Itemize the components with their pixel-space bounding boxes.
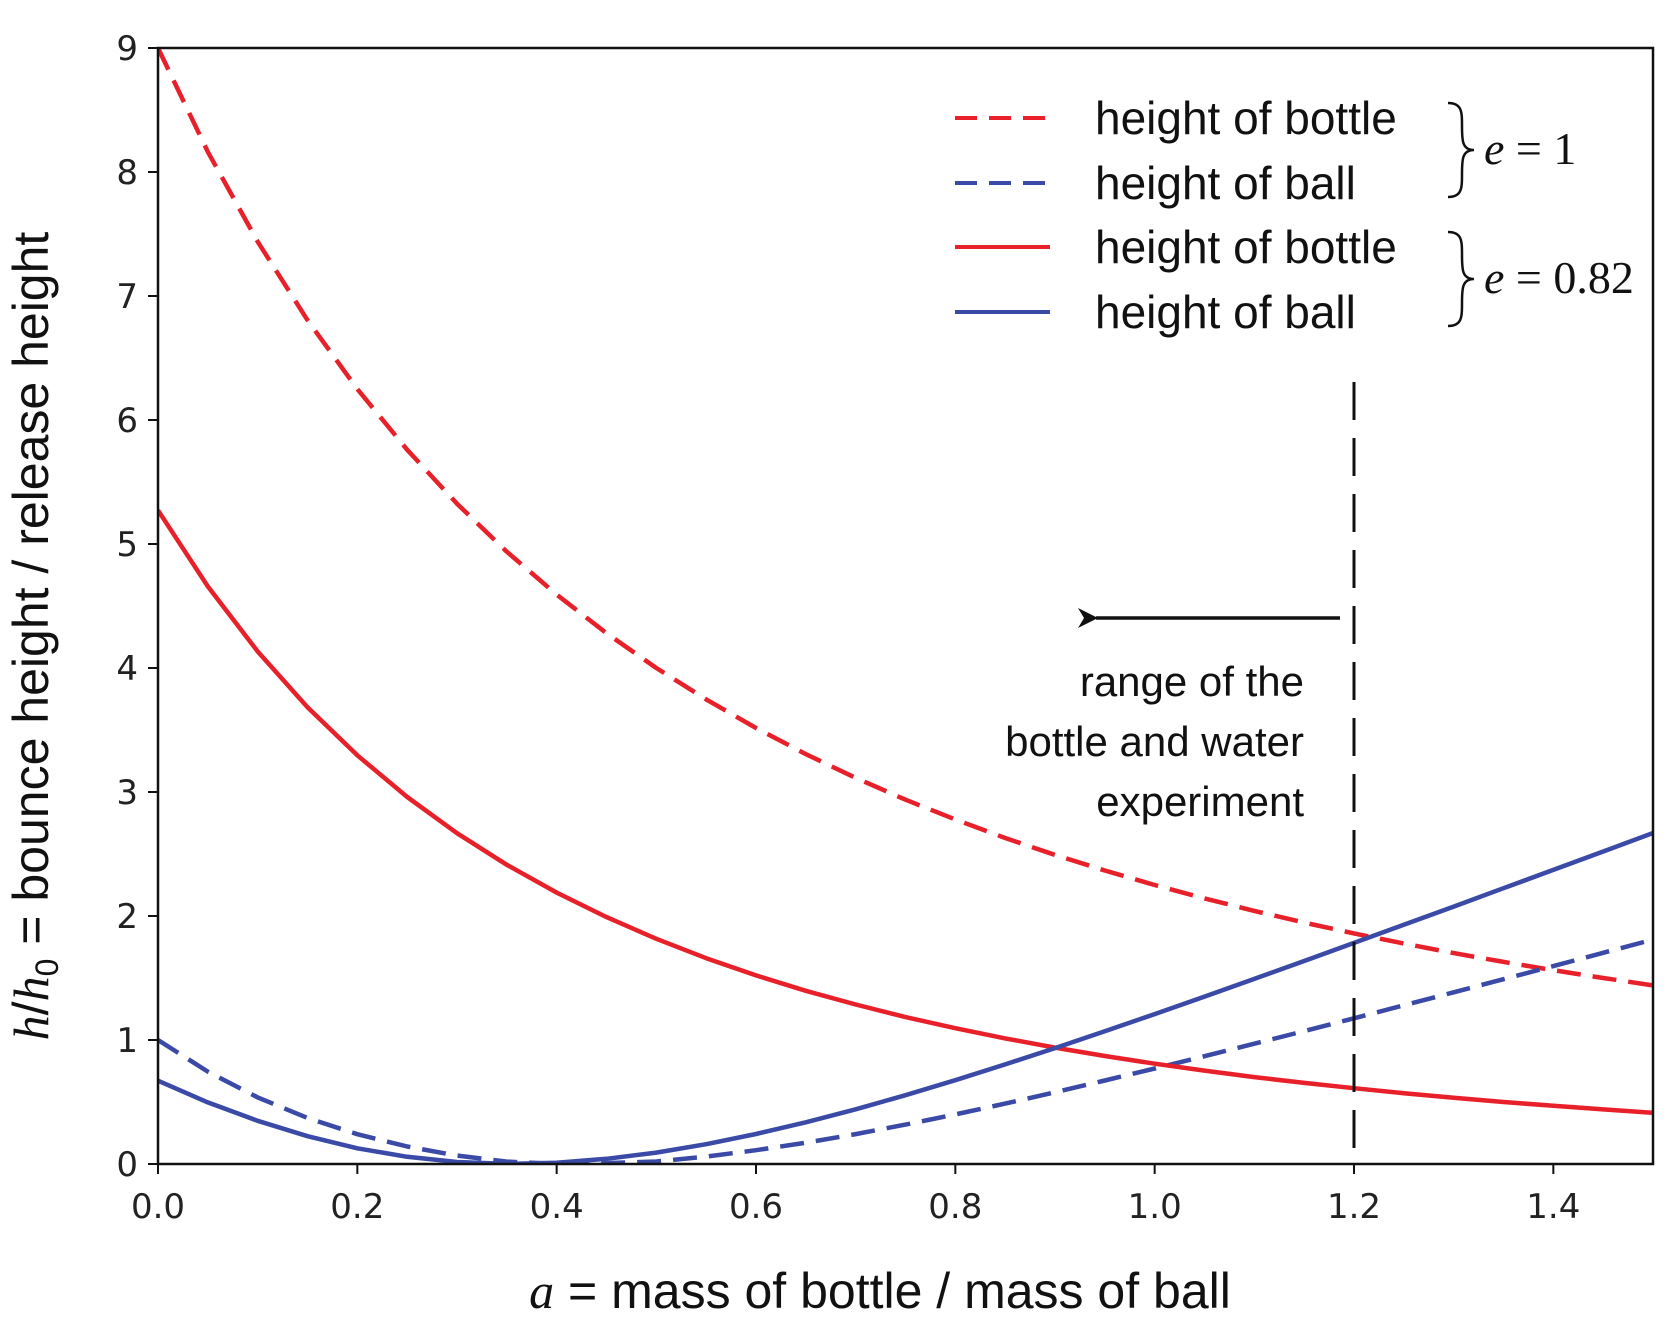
annotation-line-1: range of the xyxy=(1080,658,1304,705)
legend-label-bottle-e1: height of bottle xyxy=(1095,92,1397,144)
y-tick-label: 7 xyxy=(116,277,138,317)
legend-label-ball-e082: height of ball xyxy=(1095,286,1356,338)
y-tick-label: 1 xyxy=(116,1021,138,1061)
x-tick-label: 0.8 xyxy=(928,1187,982,1227)
annotation: range of the bottle and water experiment xyxy=(1005,608,1340,825)
series-layer xyxy=(158,48,1653,1164)
y-tick-label: 4 xyxy=(116,649,138,689)
series-line-ball-e082 xyxy=(158,830,1653,1164)
x-tick-label: 1.4 xyxy=(1526,1187,1580,1227)
legend-brace-e082 xyxy=(1447,230,1475,328)
y-tick-label: 5 xyxy=(116,525,138,565)
x-axis-ticks: 0.0 0.2 0.4 0.6 0.8 1.0 1.2 1.4 xyxy=(131,1164,1580,1227)
legend-brace-e1 xyxy=(1447,101,1475,199)
y-axis-ticks: 0 1 2 3 4 5 6 7 8 9 xyxy=(116,29,158,1185)
y-tick-label: 9 xyxy=(116,29,138,69)
annotation-line-2: bottle and water xyxy=(1005,718,1304,765)
legend-label-ball-e1: height of ball xyxy=(1095,157,1356,209)
legend: height of bottle height of ball height o… xyxy=(955,92,1634,338)
y-axis-label: h/h0 = bounce height / release height xyxy=(3,232,65,1041)
y-tick-label: 0 xyxy=(116,1145,138,1185)
x-tick-label: 0.2 xyxy=(330,1187,384,1227)
y-tick-label: 2 xyxy=(116,897,138,937)
series-line-bottle-e082 xyxy=(158,509,1653,1116)
x-tick-label: 1.0 xyxy=(1128,1187,1182,1227)
series-line-bottle-e1 xyxy=(158,48,1653,988)
series-line-ball-e1 xyxy=(158,937,1653,1164)
legend-label-bottle-e082: height of bottle xyxy=(1095,221,1397,273)
y-tick-label: 8 xyxy=(116,153,138,193)
legend-group-label-e082: e = 0.82 xyxy=(1484,252,1634,303)
x-axis-label: a = mass of bottle / mass of ball xyxy=(529,1263,1231,1319)
legend-group-label-e1: e = 1 xyxy=(1484,123,1576,174)
plot-frame xyxy=(156,46,1655,1166)
x-tick-label: 1.2 xyxy=(1327,1187,1381,1227)
y-tick-label: 3 xyxy=(116,773,138,813)
annotation-line-3: experiment xyxy=(1096,778,1304,825)
x-tick-label: 0.0 xyxy=(131,1187,185,1227)
x-tick-label: 0.6 xyxy=(729,1187,783,1227)
y-tick-label: 6 xyxy=(116,401,138,441)
x-tick-label: 0.4 xyxy=(530,1187,584,1227)
